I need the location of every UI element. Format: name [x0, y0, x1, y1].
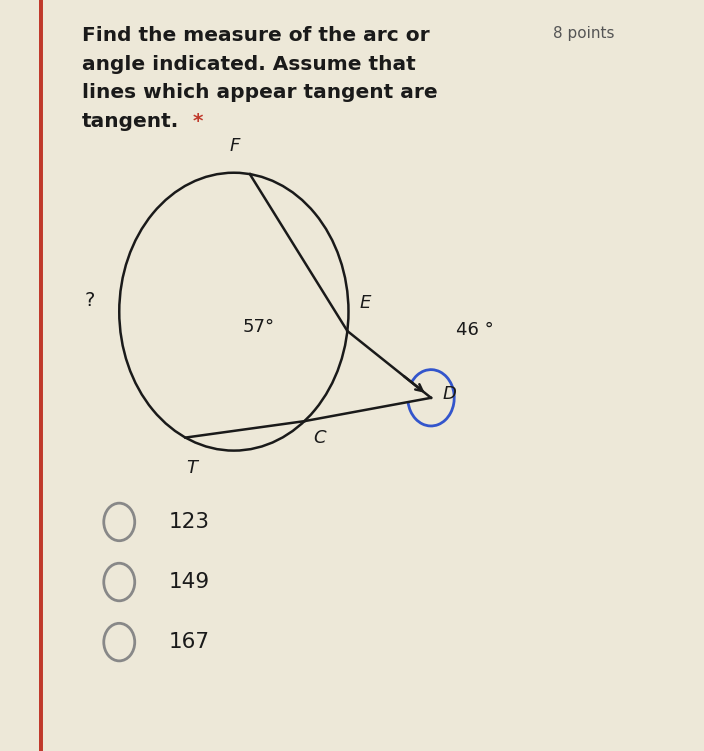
Text: D: D — [442, 385, 456, 403]
Text: T: T — [186, 459, 197, 477]
Text: tangent.: tangent. — [82, 112, 180, 131]
Text: C: C — [314, 429, 327, 447]
Text: ?: ? — [84, 291, 94, 310]
Text: lines which appear tangent are: lines which appear tangent are — [82, 83, 438, 102]
Text: angle indicated. Assume that: angle indicated. Assume that — [82, 55, 416, 74]
Text: 8 points: 8 points — [553, 26, 615, 41]
Text: 57°: 57° — [243, 318, 275, 336]
Text: Find the measure of the arc or: Find the measure of the arc or — [82, 26, 429, 45]
Text: 46 °: 46 ° — [455, 321, 494, 339]
Text: *: * — [192, 112, 203, 131]
Text: F: F — [229, 137, 239, 155]
Text: 123: 123 — [169, 512, 210, 532]
Text: 167: 167 — [169, 632, 210, 652]
Text: 149: 149 — [169, 572, 210, 592]
Text: E: E — [360, 294, 371, 312]
